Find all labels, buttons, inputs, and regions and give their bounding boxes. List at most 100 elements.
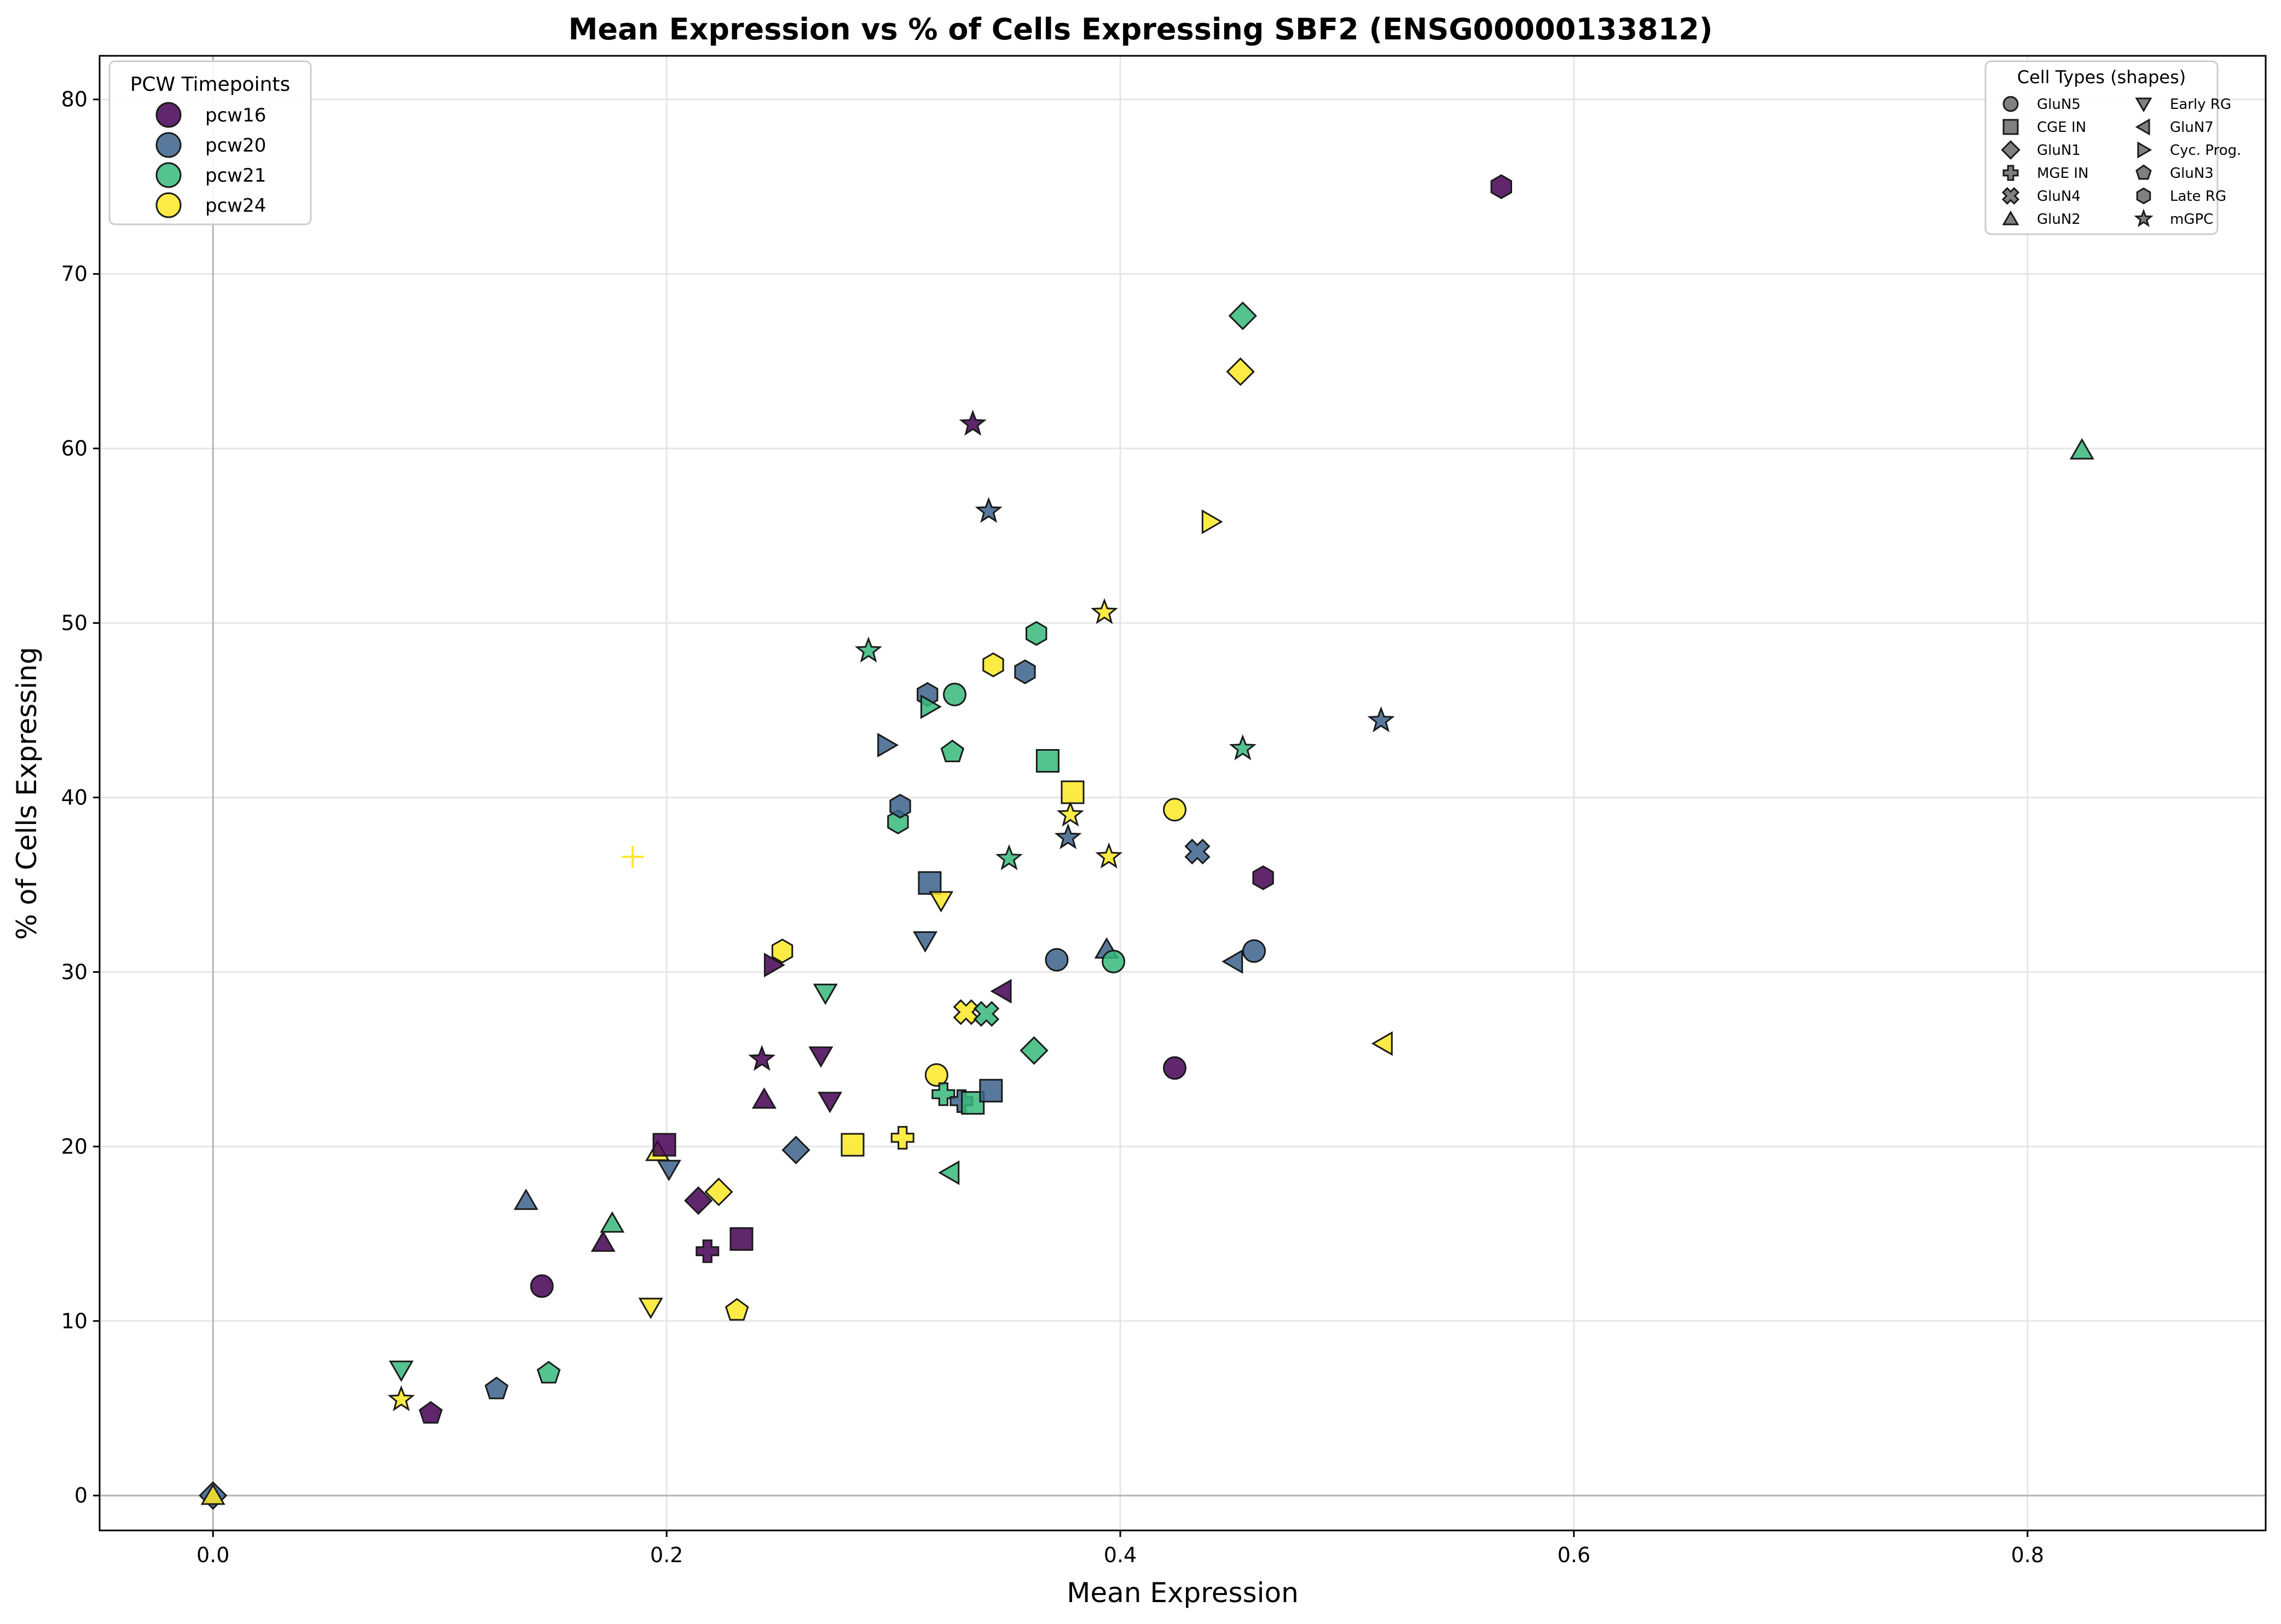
data-point-marker xyxy=(1226,357,1255,386)
data-point-pcw16-triangle-down xyxy=(818,1092,842,1113)
data-point-marker xyxy=(1054,823,1082,850)
data-point-marker xyxy=(2069,438,2094,460)
shape-legend-entry: GluN1 xyxy=(2001,140,2081,160)
data-point-marker xyxy=(1490,174,1512,199)
data-point-pcw16-hexagon xyxy=(1252,865,1274,890)
shape-legend-label: mGPC xyxy=(2170,211,2213,228)
data-point-marker xyxy=(1020,1036,1049,1065)
data-point-pcw24-star xyxy=(1095,842,1123,869)
shape-legend-label: GluN3 xyxy=(2170,165,2214,182)
data-point-pcw24-plus xyxy=(890,1126,914,1150)
data-point-pcw24-triangle-down xyxy=(929,891,954,913)
legend-marker xyxy=(155,192,182,218)
data-point-marker xyxy=(1221,949,1243,974)
data-point-marker xyxy=(656,1159,681,1181)
data-point-pcw21-hexagon xyxy=(1026,620,1047,646)
data-point-pcw20-triangle-up xyxy=(513,1188,539,1210)
data-point-pcw24-diamond xyxy=(704,1178,733,1207)
data-point-marker xyxy=(1056,801,1084,827)
data-point-pcw16-triangle-up xyxy=(590,1230,616,1252)
shape-legend-marker xyxy=(2135,118,2150,136)
data-point-marker xyxy=(751,1087,777,1109)
y-tick-label: 70 xyxy=(61,262,88,286)
data-point-marker xyxy=(600,1211,625,1233)
shape-legend-label: Late RG xyxy=(2170,188,2226,205)
data-point-pcw24-hexagon xyxy=(982,652,1004,677)
data-point-marker xyxy=(929,891,954,913)
x-tick-label: 0.4 xyxy=(1104,1543,1137,1567)
shape-legend-entry: GluN3 xyxy=(2135,164,2214,182)
x-tick-label: 0.0 xyxy=(196,1543,229,1567)
legend-label: pcw20 xyxy=(205,135,266,156)
data-point-marker xyxy=(530,1274,554,1298)
shape-legend-label: CGE IN xyxy=(2037,119,2086,136)
data-point-pcw20-triangle-right xyxy=(877,733,899,758)
reference-lines xyxy=(100,56,2266,1530)
data-point-marker xyxy=(638,1297,663,1319)
data-point-pcw21-pentagon xyxy=(536,1361,561,1384)
data-point-marker xyxy=(982,652,1004,677)
data-point-pcw16-square xyxy=(730,1227,754,1251)
data-point-pcw24-triangle-left xyxy=(1371,1031,1393,1056)
data-point-marker xyxy=(1091,598,1118,624)
legend-entry-pcw20: pcw20 xyxy=(155,132,266,158)
data-point-pcw21-diamond xyxy=(1020,1036,1049,1065)
shape-legend-entry: Cyc. Prog. xyxy=(2137,141,2241,159)
data-point-marker xyxy=(1095,842,1123,869)
y-tick-label: 10 xyxy=(61,1309,88,1333)
data-point-marker xyxy=(931,1082,956,1106)
data-point-pcw20-star xyxy=(975,497,1003,523)
data-point-pcw20-triangle-down xyxy=(913,931,938,953)
data-point-marker xyxy=(924,1063,948,1087)
shape-legend-entry: Late RG xyxy=(2136,187,2226,205)
shape-legend-marker xyxy=(2135,164,2152,180)
data-point-pcw16-triangle-left xyxy=(990,979,1012,1004)
x-tick-label: 0.2 xyxy=(650,1543,683,1567)
timepoint-legend-title: PCW Timepoints xyxy=(130,73,291,96)
data-point-pcw24-star xyxy=(1091,598,1118,624)
x-tick-label: 0.6 xyxy=(1558,1543,1590,1567)
data-point-marker xyxy=(1184,838,1211,865)
data-point-marker xyxy=(841,1133,865,1157)
data-point-marker xyxy=(1229,734,1257,761)
data-point-marker xyxy=(855,636,882,663)
shape-legend-label: GluN7 xyxy=(2170,119,2214,136)
data-point-marker xyxy=(979,1078,1003,1103)
data-point-pcw24-x xyxy=(953,999,979,1025)
data-point-pcw24-hexagon xyxy=(771,938,794,964)
data-point-marker xyxy=(813,983,838,1005)
data-point-pcw20-star xyxy=(1367,706,1395,733)
grid-lines xyxy=(100,56,2266,1530)
y-tick-label: 0 xyxy=(74,1483,88,1507)
shape-legend-marker xyxy=(2136,187,2151,205)
data-point-pcw16-triangle-up xyxy=(751,1087,777,1109)
plot-area-frame xyxy=(99,55,2267,1532)
data-point-marker xyxy=(959,409,987,436)
data-point-pcw21-triangle-down xyxy=(389,1360,414,1382)
shape-legend-label: Cyc. Prog. xyxy=(2170,142,2241,159)
data-point-pcw24-plus-thin xyxy=(621,845,644,868)
data-point-marker xyxy=(419,1401,443,1424)
data-point-marker xyxy=(818,1092,842,1113)
data-point-pcw20-triangle-down xyxy=(656,1159,681,1181)
data-point-pcw20-triangle-left xyxy=(1221,949,1243,974)
shape-legend-marker xyxy=(2001,140,2021,160)
data-point-pcw16-triangle-right xyxy=(763,953,785,978)
data-point-pcw16-star xyxy=(748,1045,776,1071)
data-point-pcw21-star xyxy=(1229,734,1257,761)
shape-legend-entry: mGPC xyxy=(2134,208,2213,228)
data-point-pcw21-star xyxy=(995,844,1023,871)
data-point-marker xyxy=(696,1239,720,1263)
data-point-pcw20-diamond xyxy=(781,1135,810,1164)
data-point-pcw24-circle xyxy=(924,1063,948,1087)
data-point-marker xyxy=(1252,865,1274,890)
data-point-marker xyxy=(200,1483,225,1505)
y-tick-label: 60 xyxy=(61,437,88,461)
data-point-pcw20-circle xyxy=(1045,948,1069,972)
data-point-marker xyxy=(763,953,785,978)
shape-legend-label: Early RG xyxy=(2170,96,2231,113)
cell-type-legend-box xyxy=(1984,60,2219,235)
data-point-marker xyxy=(771,938,794,964)
data-point-pcw16-hexagon xyxy=(1490,174,1512,199)
